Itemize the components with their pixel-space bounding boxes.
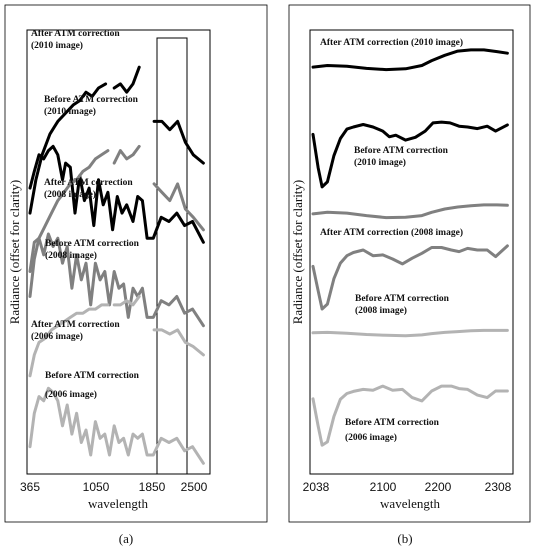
x-tick-b-1: 2100 [370,480,397,494]
panel-a-plot-border [26,29,211,475]
x-tick-b-2: 2200 [425,480,452,494]
label-a-after-2010-sub: (2010 image) [31,40,83,51]
label-a-after-2006: After ATM correction [31,320,120,330]
x-tick-a-2: 1850 [139,480,166,494]
series-line-a-1 [28,144,205,244]
x-axis-label-a: wavelength [88,496,148,511]
x-tick-b-3: 2308 [485,480,512,494]
label-b-before-2006-sub: (2006 image) [345,432,397,443]
series-line-b-5 [311,384,509,447]
caption-b: (b) [397,531,412,546]
label-b-before-2008: Before ATM correction [355,294,450,304]
x-tick-a-0: 365 [20,480,40,494]
label-a-before-2008: Before ATM correction [45,239,140,249]
series-line-b-2 [311,203,509,220]
label-b-after-2010: After ATM correction (2010 image) [320,37,463,48]
x-axis-label-b: wavelength [380,496,440,511]
label-b-before-2010-sub: (2010 image) [354,157,406,168]
label-a-before-2010: Before ATM correction [44,95,139,105]
label-a-after-2008: After ATM correction [44,178,133,188]
series-line-b-0 [311,48,509,72]
label-a-after-2008-sub: (2008 image) [44,189,96,200]
label-a-before-2010-sub: (2010 image) [44,106,96,117]
x-tick-a-1: 1050 [83,480,110,494]
caption-a: (a) [119,531,133,546]
series-line-b-4 [311,328,509,338]
series-line-a-4 [28,295,205,378]
series-line-b-1 [311,120,509,189]
panel-a-frame [4,4,268,523]
panel-b: After ATM correction (2010 image) Before… [288,4,531,546]
panel-b-plot-border [309,29,514,475]
panel-b-frame [288,4,531,523]
panel-b-series [311,48,509,447]
panel-a-series [28,65,205,465]
x-tick-a-3: 2500 [181,480,208,494]
highlight-box [156,37,188,475]
label-a-before-2006-sub: (2006 image) [45,389,97,400]
series-line-a-2 [28,144,205,298]
label-b-before-2010: Before ATM correction [354,146,449,156]
label-b-before-2006: Before ATM correction [345,418,440,428]
panel-a: After ATM correction (2010 image) Before… [4,4,268,546]
series-line-a-5 [28,386,205,465]
label-a-before-2006: Before ATM correction [45,371,140,381]
series-line-a-3 [28,232,205,328]
y-axis-label-b: Radiance (offset for clarity) [290,180,305,325]
x-tick-b-0: 2038 [303,480,330,494]
label-a-after-2006-sub: (2006 image) [31,331,83,342]
label-a-before-2008-sub: (2008 image) [45,250,97,261]
series-line-a-0 [28,65,205,215]
series-line-b-3 [311,244,509,311]
y-axis-label-a: Radiance (offset for clarity) [7,180,22,325]
label-a-after-2010: After ATM correction [31,29,120,39]
label-b-before-2008-sub: (2008 image) [355,305,407,316]
label-b-after-2008: After ATM correction (2008 image) [320,227,463,238]
